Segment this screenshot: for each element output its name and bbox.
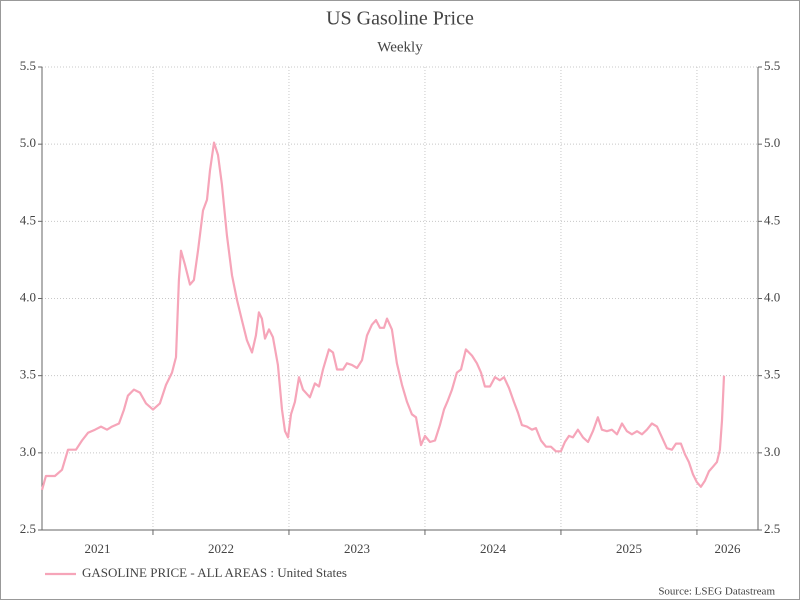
x-tick-label: 2024 xyxy=(480,541,507,556)
y2-tick-label: 4.5 xyxy=(764,212,780,227)
y-tick-label: 2.5 xyxy=(20,521,36,536)
x-tick-label: 2021 xyxy=(84,541,110,556)
y-tick-label: 5.0 xyxy=(20,135,36,150)
y-tick-label: 4.0 xyxy=(20,289,36,304)
y-tick-label: 4.5 xyxy=(20,212,36,227)
y2-tick-label: 2.5 xyxy=(764,521,780,536)
chart-subtitle: Weekly xyxy=(377,39,423,55)
series-line xyxy=(40,141,726,491)
y2-tick-label: 5.0 xyxy=(764,135,780,150)
chart-title: US Gasoline Price xyxy=(326,8,474,30)
y2-tick-label: 3.0 xyxy=(764,444,780,459)
x-tick-label: 2026 xyxy=(714,541,741,556)
x-tick-label: 2025 xyxy=(616,541,642,556)
y2-tick-label: 3.5 xyxy=(764,367,780,382)
y-tick-label: 3.0 xyxy=(20,444,36,459)
x-tick-label: 2023 xyxy=(344,541,370,556)
y2-tick-label: 4.0 xyxy=(764,289,780,304)
y-tick-label: 5.5 xyxy=(20,58,36,73)
x-tick-label: 2022 xyxy=(208,541,234,556)
y-tick-label: 3.5 xyxy=(20,367,36,382)
y2-tick-label: 5.5 xyxy=(764,58,780,73)
legend-label: GASOLINE PRICE - ALL AREAS : United Stat… xyxy=(82,565,347,580)
source: Source: LSEG Datastream xyxy=(658,586,775,598)
